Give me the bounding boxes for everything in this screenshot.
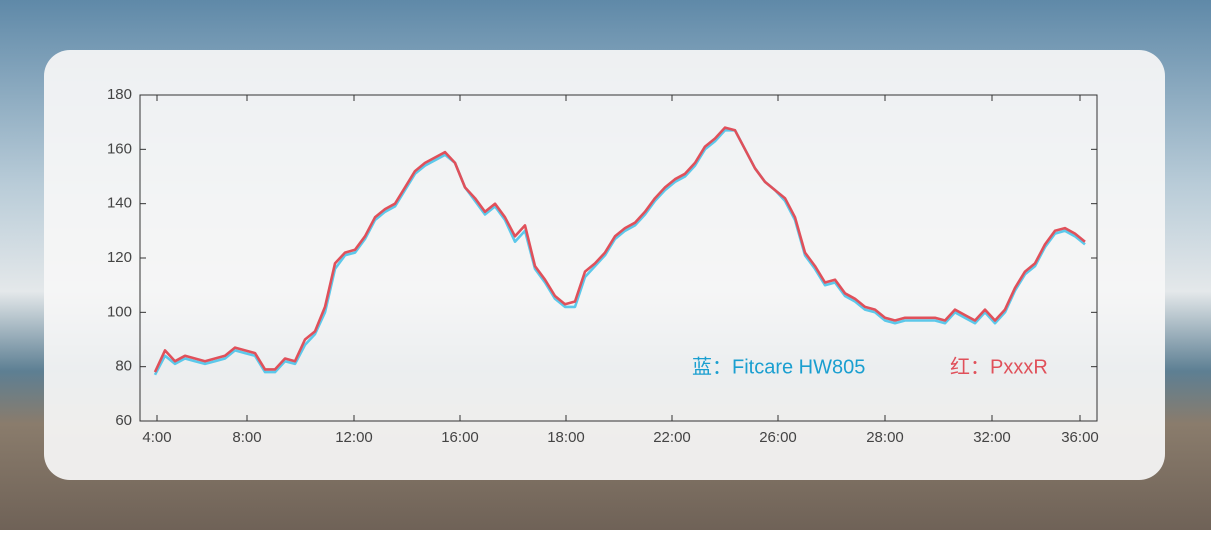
y-tick-label: 140 (107, 195, 132, 212)
x-tick-label: 16:00 (441, 429, 479, 446)
y-tick-label: 60 (115, 412, 132, 429)
data-line (153, 126, 1086, 373)
legend-label: 蓝：Fitcare HW805 (692, 355, 865, 378)
x-tick-label: 22:00 (653, 429, 691, 446)
y-tick-label: 120 (107, 249, 132, 266)
legend-label: 红：PxxxR (950, 355, 1048, 378)
x-tick-label: 12:00 (335, 429, 373, 446)
x-tick-label: 26:00 (759, 429, 797, 446)
x-tick-label: 4:00 (142, 429, 171, 446)
y-tick-label: 180 (107, 86, 132, 103)
x-tick-label: 36:00 (1061, 429, 1099, 446)
y-tick-label: 160 (107, 140, 132, 157)
x-tick-label: 18:00 (547, 429, 585, 446)
data-line (153, 129, 1086, 376)
y-tick-label: 100 (107, 303, 132, 320)
card (44, 50, 1165, 480)
chart: 60 80 100 120 140 160 180 4:00 8:00 12:00 16:00 18:… (107, 86, 1099, 446)
y-tick-label: 80 (115, 358, 132, 375)
x-tick-label: 28:00 (866, 429, 904, 446)
x-tick-label: 32:00 (973, 429, 1011, 446)
x-tick-label: 8:00 (232, 429, 261, 446)
